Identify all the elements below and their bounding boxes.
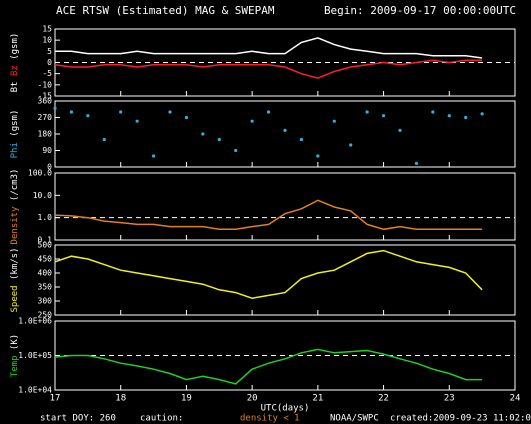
series-point	[201, 132, 205, 136]
series-point	[480, 112, 484, 116]
x-tick-label: 24	[510, 394, 521, 404]
y-axis-label: Speed (km/s)	[10, 247, 20, 312]
series-point	[332, 119, 336, 123]
chart-title: ACE RTSW (Estimated) MAG & SWEPAM	[56, 4, 275, 17]
y-tick-label: 15	[42, 25, 52, 34]
y-tick-label: 100.0	[28, 169, 52, 178]
series-point	[299, 137, 304, 142]
series-point	[151, 154, 156, 158]
y-axis-label-name: Density	[10, 206, 20, 245]
x-tick-label: 20	[247, 394, 258, 404]
series-point	[250, 119, 254, 123]
y-tick-label: 90	[42, 146, 52, 155]
y-tick-label: 0	[47, 58, 52, 67]
y-tick-label: 300	[38, 297, 53, 306]
x-tick-label: 18	[115, 394, 126, 404]
x-tick-label: 22	[378, 394, 389, 404]
footer-agency: NOAA/SWPC	[330, 414, 379, 424]
series-point	[381, 114, 386, 118]
y-axis-label: Temp (K)	[10, 334, 20, 377]
y-tick-label: 400	[38, 269, 53, 278]
x-tick-label: 19	[181, 394, 192, 404]
y-axis-label-name: Speed	[10, 285, 20, 312]
footer-caution: caution:	[140, 414, 183, 424]
series-point	[86, 114, 90, 118]
y-axis-label-name: Bz	[10, 65, 20, 76]
y-tick-label: 180	[38, 130, 53, 139]
footer-start: start DOY: 260	[40, 414, 116, 424]
series-point	[234, 148, 238, 153]
x-tick-label: 21	[312, 394, 323, 404]
y-tick-label: 450	[38, 255, 53, 264]
y-tick-label: 1.0E+06	[18, 317, 52, 326]
y-axis-label-name: Temp	[10, 356, 20, 378]
y-axis-label-unit: (gsm)	[10, 110, 20, 137]
y-tick-label: 500	[38, 241, 53, 250]
y-axis-label: Density (/cm3)	[10, 169, 20, 245]
series-line	[54, 59, 483, 79]
series-point	[53, 106, 57, 110]
series-point	[266, 110, 271, 114]
series-point	[135, 119, 139, 123]
series-line	[54, 348, 483, 385]
series-point	[316, 154, 320, 158]
y-tick-label: 1.0	[38, 213, 53, 222]
y-axis-label: Phi (gsm)	[10, 110, 20, 159]
series-point	[69, 110, 74, 114]
y-tick-label: 350	[38, 283, 53, 292]
y-tick-label: 10.0	[33, 191, 52, 200]
series-point	[431, 110, 435, 114]
series-line	[54, 249, 483, 299]
series-point	[184, 115, 189, 120]
y-tick-label: 5	[47, 47, 52, 56]
y-tick-label: 360	[38, 97, 53, 106]
x-tick-label: 23	[444, 394, 455, 404]
y-axis-label-name: Phi	[10, 142, 20, 158]
y-tick-label: -10	[38, 80, 53, 89]
y-tick-label: 1.0E+04	[18, 386, 52, 395]
series-point	[398, 128, 402, 132]
y-tick-label: -15	[38, 92, 53, 101]
begin-time: Begin: 2009-09-17 00:00:00UTC	[324, 4, 516, 17]
series-point	[102, 137, 106, 142]
y-tick-label: 250	[38, 311, 53, 320]
panel-frame	[54, 244, 516, 316]
y-axis-label-unit: (gsm)	[10, 33, 20, 60]
y-tick-label: -5	[42, 69, 52, 78]
series-point	[365, 110, 369, 114]
y-axis-label-name: Bt	[10, 81, 20, 92]
series-point	[349, 143, 353, 147]
x-tick-label: 17	[50, 394, 61, 404]
y-tick-label: 0.1	[38, 236, 53, 245]
y-tick-label: 0	[47, 163, 52, 172]
y-axis-label-unit: (K)	[10, 334, 20, 350]
series-point	[283, 128, 287, 132]
series-point	[168, 110, 172, 114]
y-tick-label: 270	[38, 113, 53, 122]
y-axis-label: Bt Bz (gsm)	[10, 33, 20, 93]
series-point	[414, 161, 419, 165]
y-axis-label-unit: (km/s)	[10, 247, 20, 280]
series-line	[54, 199, 483, 231]
x-axis-label: UTC(days)	[261, 404, 310, 414]
series-point	[447, 114, 451, 118]
series-point	[217, 137, 221, 142]
y-tick-label: 1.0E+05	[18, 351, 52, 360]
footer-created: created:2009-09-23 11:02:02UTC	[390, 414, 531, 424]
footer-density-note: density < 1	[240, 414, 300, 424]
series-line	[55, 37, 483, 59]
series-point	[119, 110, 123, 114]
series-point	[464, 115, 468, 120]
panel-frame	[54, 100, 516, 168]
y-tick-label: 10	[42, 36, 52, 45]
y-axis-label-unit: (/cm3)	[10, 169, 20, 202]
